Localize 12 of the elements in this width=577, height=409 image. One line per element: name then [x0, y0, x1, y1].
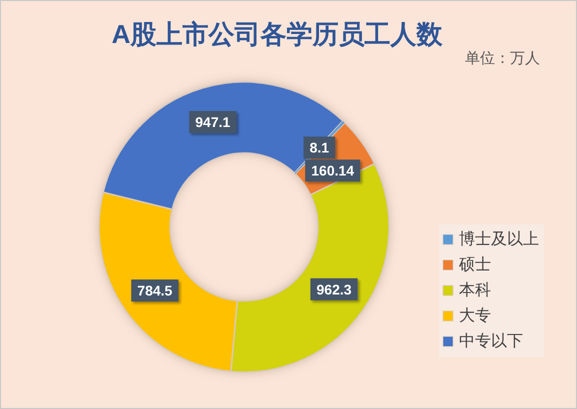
data-label: 8.1 — [310, 140, 330, 156]
legend-label: 本科 — [459, 281, 491, 299]
data-label: 962.3 — [316, 281, 352, 298]
legend-label: 硕士 — [458, 256, 491, 274]
data-label: 947.1 — [195, 114, 231, 130]
annotation: 单位：万人 — [465, 50, 540, 67]
data-label: 160.14 — [311, 162, 354, 179]
title: A股上市公司各学历员工人数 — [112, 19, 442, 49]
data-label: 784.5 — [137, 282, 173, 299]
legend-label: 大专 — [459, 306, 491, 324]
legend-label: 博士及以上 — [459, 230, 539, 248]
legend-label: 中专以下 — [459, 332, 523, 350]
